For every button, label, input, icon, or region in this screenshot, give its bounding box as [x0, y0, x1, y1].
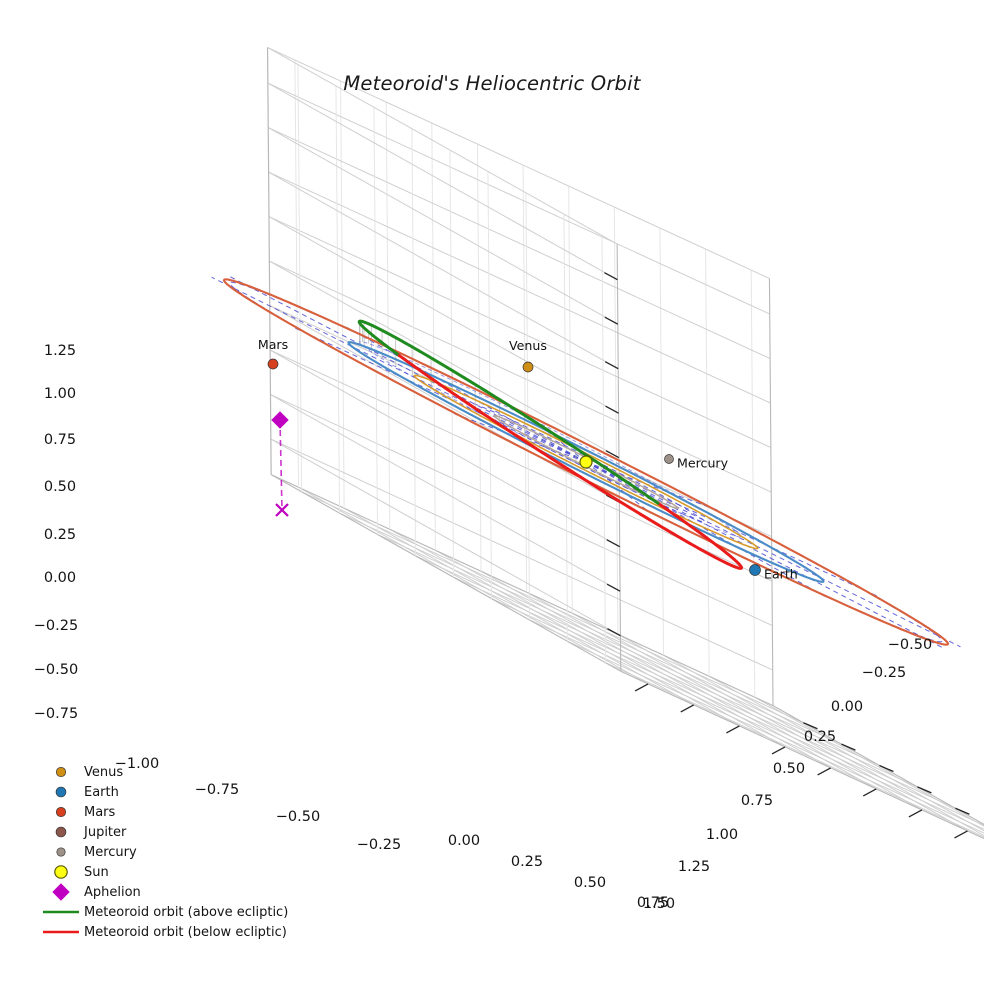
x-axis-tick-label: 0.75 — [636, 895, 670, 911]
legend-item-label: Venus — [84, 764, 124, 780]
z-axis-tick-label: 0.25 — [43, 527, 77, 543]
x-axis-tick-label: −0.75 — [194, 782, 240, 798]
legend-item-label: Aphelion — [84, 884, 141, 900]
legend-item-label: Jupiter — [84, 824, 127, 840]
legend-item-label: Mars — [84, 804, 116, 820]
x-axis-tick-label: 0.25 — [510, 854, 544, 870]
body-label-earth: Earth — [764, 566, 798, 582]
z-axis-tick-label: 1.00 — [43, 386, 77, 402]
legend-item-meteoroid-orbit-above-ecliptic[interactable]: Meteoroid orbit (above ecliptic) — [38, 902, 288, 922]
legend-marker-icon — [38, 863, 84, 881]
legend-marker-icon — [38, 883, 84, 901]
y-axis-tick-label: 0.00 — [830, 699, 864, 715]
y-axis-tick-label: 0.75 — [740, 793, 774, 809]
body-label-mercury: Mercury — [677, 455, 729, 471]
legend-marker-icon — [38, 763, 84, 781]
legend-item-earth[interactable]: Earth — [38, 782, 288, 802]
z-axis-tick-label: −0.75 — [33, 706, 79, 722]
legend-item-aphelion[interactable]: Aphelion — [38, 882, 288, 902]
legend-item-meteoroid-orbit-below-ecliptic[interactable]: Meteoroid orbit (below ecliptic) — [38, 922, 288, 942]
y-axis-tick-label: 1.50 — [642, 896, 676, 912]
y-axis-tick-label: 0.50 — [772, 761, 806, 777]
z-axis-tick-label: 0.75 — [43, 432, 77, 448]
legend-item-label: Meteoroid orbit (below ecliptic) — [84, 924, 287, 940]
meteoroid-orbit-curve — [357, 319, 744, 570]
legend-item-jupiter[interactable]: Jupiter — [38, 822, 288, 842]
solar-body-markers — [267, 358, 761, 576]
legend-item-mercury[interactable]: Mercury — [38, 842, 288, 862]
legend-line-swatch — [38, 923, 84, 941]
legend-marker-icon — [38, 803, 84, 821]
axes-panes-grid — [266, 46, 984, 840]
z-axis-tick-label: 0.50 — [43, 479, 77, 495]
legend-item-label: Sun — [84, 864, 109, 880]
axis-tick-marks — [604, 272, 970, 839]
legend-item-label: Meteoroid orbit (above ecliptic) — [84, 904, 289, 920]
y-axis-tick-label: 1.25 — [677, 859, 711, 875]
z-axis-tick-label: −0.50 — [33, 662, 79, 678]
aphelion-marker-group — [271, 411, 289, 517]
body-label-venus: Venus — [509, 338, 547, 353]
y-axis-tick-label: 0.25 — [803, 729, 837, 745]
legend-item-label: Mercury — [84, 844, 137, 860]
z-axis-tick-label: 0.00 — [43, 570, 77, 586]
legend-line-swatch — [38, 903, 84, 921]
legend-marker-icon — [38, 823, 84, 841]
legend-item-sun[interactable]: Sun — [38, 862, 288, 882]
z-axis-tick-label: 1.25 — [43, 343, 77, 359]
legend-item-mars[interactable]: Mars — [38, 802, 288, 822]
legend-item-venus[interactable]: Venus — [38, 762, 288, 782]
x-axis-tick-label: 0.00 — [447, 833, 481, 849]
chart-legend: Venus Earth Mars Jupiter Mercury Sun Aphelion M… — [38, 762, 288, 942]
y-axis-tick-label: −0.50 — [887, 637, 933, 653]
x-axis-tick-label: 0.50 — [573, 875, 607, 891]
legend-marker-icon — [38, 783, 84, 801]
y-axis-tick-label: 1.00 — [705, 827, 739, 843]
body-label-mars: Mars — [257, 337, 289, 352]
z-axis-tick-label: −0.25 — [33, 618, 79, 634]
page-title: Meteoroid's Heliocentric Orbit — [343, 72, 641, 95]
y-axis-tick-label: −0.25 — [861, 665, 907, 681]
x-axis-tick-label: −0.25 — [356, 837, 402, 853]
x-axis-tick-label: −1.00 — [114, 756, 160, 772]
x-axis-tick-label: −0.50 — [275, 809, 321, 825]
legend-item-label: Earth — [84, 784, 119, 800]
legend-marker-icon — [38, 843, 84, 861]
